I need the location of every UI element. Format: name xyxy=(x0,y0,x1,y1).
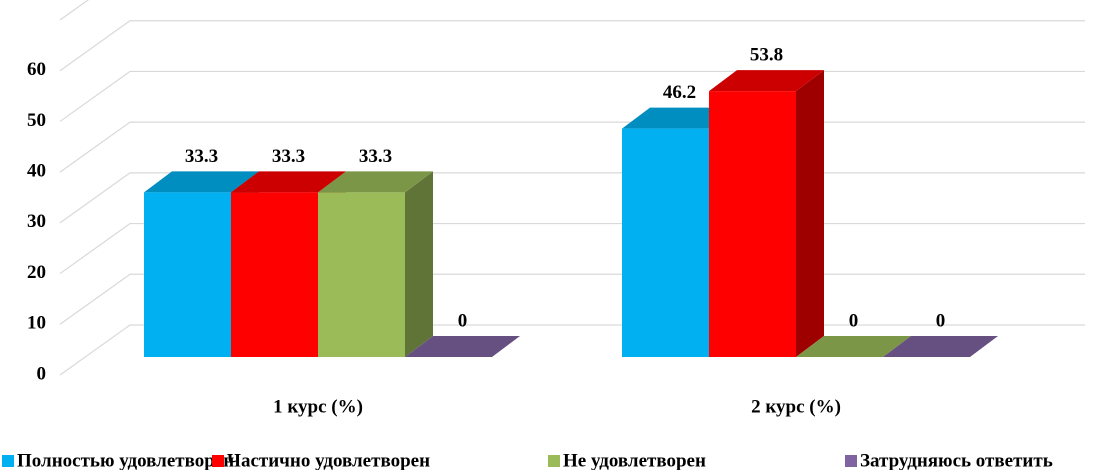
grid-line xyxy=(59,20,1085,72)
bar-top xyxy=(883,336,998,357)
legend-label: Полностью удовлетворен xyxy=(17,450,234,470)
bar-top xyxy=(622,107,737,129)
bar xyxy=(318,171,433,357)
value-label: 0 xyxy=(458,310,468,331)
y-tick-label: 0 xyxy=(37,363,47,384)
bar xyxy=(796,336,911,357)
y-tick-label: 50 xyxy=(27,110,46,131)
y-tick-label: 30 xyxy=(27,211,46,232)
value-label: 0 xyxy=(936,310,946,331)
legend-swatch xyxy=(212,455,224,467)
bar-front xyxy=(622,128,709,357)
legend-label: Не удовлетворен xyxy=(563,450,706,470)
value-label: 33.3 xyxy=(359,146,392,167)
bar-side xyxy=(405,171,433,357)
legend-swatch xyxy=(845,455,857,467)
value-label: 0 xyxy=(849,310,859,331)
y-tick-label: 60 xyxy=(27,59,46,80)
bar-top xyxy=(144,171,259,193)
bar xyxy=(709,70,824,358)
bar-front xyxy=(709,91,796,358)
bar-top xyxy=(405,336,520,357)
value-label: 46.2 xyxy=(663,82,696,103)
bar xyxy=(883,336,998,357)
bar-front xyxy=(144,192,231,357)
bar-top xyxy=(796,336,911,357)
bar-top xyxy=(231,171,346,193)
bar-top xyxy=(709,70,824,92)
value-label: 33.3 xyxy=(185,146,218,167)
grid-line xyxy=(59,70,1085,122)
legend-label: Затрудняюсь ответить xyxy=(860,450,1053,470)
plot-frame xyxy=(59,0,90,21)
legend-swatch xyxy=(548,455,560,467)
legend-swatch xyxy=(2,455,14,467)
bar-front xyxy=(318,192,405,357)
bar-top xyxy=(318,171,433,193)
x-tick-label: 1 курс (%) xyxy=(273,396,363,417)
y-tick-label: 40 xyxy=(27,161,46,182)
value-label: 33.3 xyxy=(272,146,305,167)
y-tick-label: 20 xyxy=(27,262,46,283)
y-tick-label: 10 xyxy=(27,313,46,334)
x-tick-label: 2 курс (%) xyxy=(751,396,841,417)
bar-front xyxy=(231,192,318,357)
bar xyxy=(405,336,520,357)
bar-side xyxy=(796,70,824,358)
legend-label: Частично удовлетворен xyxy=(227,450,430,470)
value-label: 53.8 xyxy=(750,44,783,65)
